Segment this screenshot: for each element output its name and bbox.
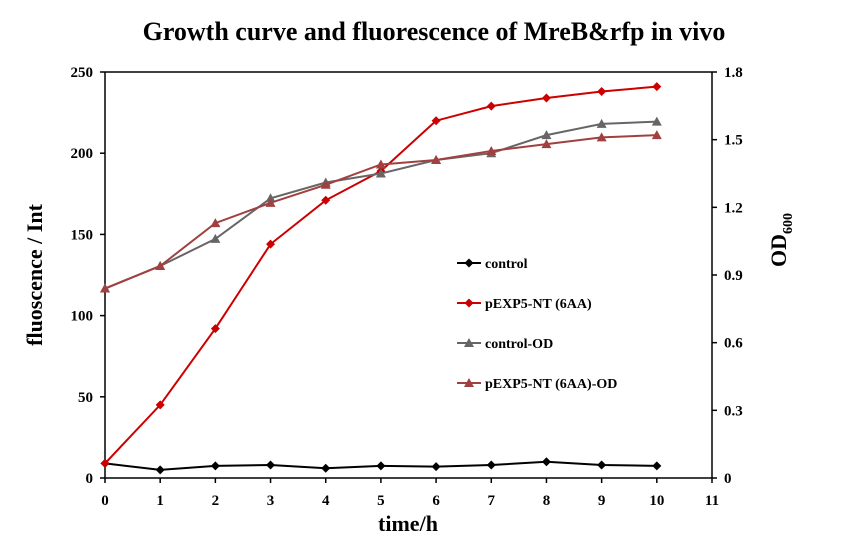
x-tick-label: 7 xyxy=(488,493,496,509)
data-point xyxy=(651,130,662,140)
x-tick-label: 11 xyxy=(705,493,719,509)
data-point xyxy=(541,139,552,149)
plot-area xyxy=(104,71,713,479)
y2-tick-label: 1.2 xyxy=(724,200,743,216)
x-tick-label: 5 xyxy=(377,493,385,509)
data-point xyxy=(210,233,221,243)
series-line xyxy=(104,85,657,465)
data-point xyxy=(375,159,386,169)
legend-item: control xyxy=(457,257,528,272)
series-2 xyxy=(100,116,662,293)
y-tick-label: 250 xyxy=(71,65,94,81)
x-tick-label: 0 xyxy=(101,493,109,509)
data-point xyxy=(266,460,276,470)
series-0 xyxy=(100,457,662,475)
data-point xyxy=(652,82,662,92)
y2-axis-label-sub: 600 xyxy=(781,213,796,234)
data-point xyxy=(541,130,552,140)
data-point xyxy=(431,462,441,472)
data-point xyxy=(376,461,386,471)
x-tick-label: 3 xyxy=(267,493,275,509)
data-point xyxy=(652,461,662,471)
data-point xyxy=(541,93,551,103)
legend: control pEXP5-NT (6AA) control-OD pEXP5-NT … xyxy=(457,257,617,392)
left-y-axis-ticks: 0 50 100 150 200 250 xyxy=(71,65,105,487)
data-point xyxy=(596,118,607,128)
y-tick-label: 0 xyxy=(86,471,94,487)
legend-marker xyxy=(464,258,474,268)
data-point xyxy=(210,324,220,334)
y2-axis-label-main: OD xyxy=(766,234,791,267)
legend-marker xyxy=(464,378,474,387)
y-axis-label: fluoscence / Int xyxy=(22,203,47,345)
y2-tick-label: 0.3 xyxy=(724,403,743,419)
legend-item: pEXP5-NT (6AA)-OD xyxy=(457,377,617,392)
legend-item: pEXP5-NT (6AA) xyxy=(457,297,592,312)
y2-tick-label: 1.8 xyxy=(724,65,743,81)
series-3 xyxy=(100,130,662,293)
data-point xyxy=(597,86,607,96)
right-y-axis-ticks: 0 0.3 0.6 0.9 1.2 1.5 1.8 xyxy=(712,65,743,487)
series-line xyxy=(104,120,657,290)
y-tick-label: 150 xyxy=(71,227,94,243)
legend-marker xyxy=(464,298,474,308)
x-tick-label: 8 xyxy=(543,493,551,509)
data-point xyxy=(321,195,331,205)
legend-marker xyxy=(464,338,474,347)
x-axis-ticks: 0 1 2 3 4 5 6 7 8 9 10 11 xyxy=(101,478,719,509)
y2-tick-label: 0.6 xyxy=(724,336,743,352)
data-point xyxy=(320,179,331,189)
data-point xyxy=(210,461,220,471)
legend-label: control xyxy=(485,257,528,272)
legend-item: control-OD xyxy=(457,337,553,352)
y-tick-label: 200 xyxy=(71,146,94,162)
x-tick-label: 9 xyxy=(598,493,606,509)
data-point xyxy=(155,260,166,270)
x-tick-label: 10 xyxy=(649,493,664,509)
data-point xyxy=(431,116,441,126)
data-point xyxy=(265,197,276,207)
series-layer xyxy=(100,82,662,475)
data-point xyxy=(431,154,442,164)
data-point xyxy=(597,460,607,470)
legend-label: pEXP5-NT (6AA) xyxy=(485,297,592,312)
data-point xyxy=(596,132,607,142)
data-point xyxy=(321,463,331,473)
series-line xyxy=(104,134,657,290)
x-axis-label: time/h xyxy=(378,511,438,536)
x-tick-label: 2 xyxy=(212,493,220,509)
data-point xyxy=(375,168,386,178)
y-tick-label: 100 xyxy=(71,309,94,325)
y-tick-label: 50 xyxy=(78,390,93,406)
chart-title: Growth curve and fluorescence of MreB&rf… xyxy=(143,17,726,46)
y2-axis-label: OD600 xyxy=(766,213,796,267)
y2-tick-label: 0.9 xyxy=(724,268,743,284)
data-point xyxy=(100,458,110,468)
data-point xyxy=(486,101,496,111)
legend-label: control-OD xyxy=(485,337,553,352)
legend-label: pEXP5-NT (6AA)-OD xyxy=(485,377,617,392)
data-point xyxy=(100,283,110,293)
data-point xyxy=(210,218,221,228)
x-tick-label: 6 xyxy=(432,493,440,509)
x-tick-label: 4 xyxy=(322,493,330,509)
data-point xyxy=(155,400,165,410)
data-point xyxy=(541,457,551,467)
data-point xyxy=(486,145,497,155)
y2-tick-label: 1.5 xyxy=(724,133,743,149)
data-point xyxy=(651,116,662,126)
y2-tick-label: 0 xyxy=(724,471,732,487)
data-point xyxy=(486,460,496,470)
data-point xyxy=(266,239,276,249)
data-point xyxy=(155,465,165,475)
x-tick-label: 1 xyxy=(156,493,164,509)
data-point xyxy=(265,193,276,203)
